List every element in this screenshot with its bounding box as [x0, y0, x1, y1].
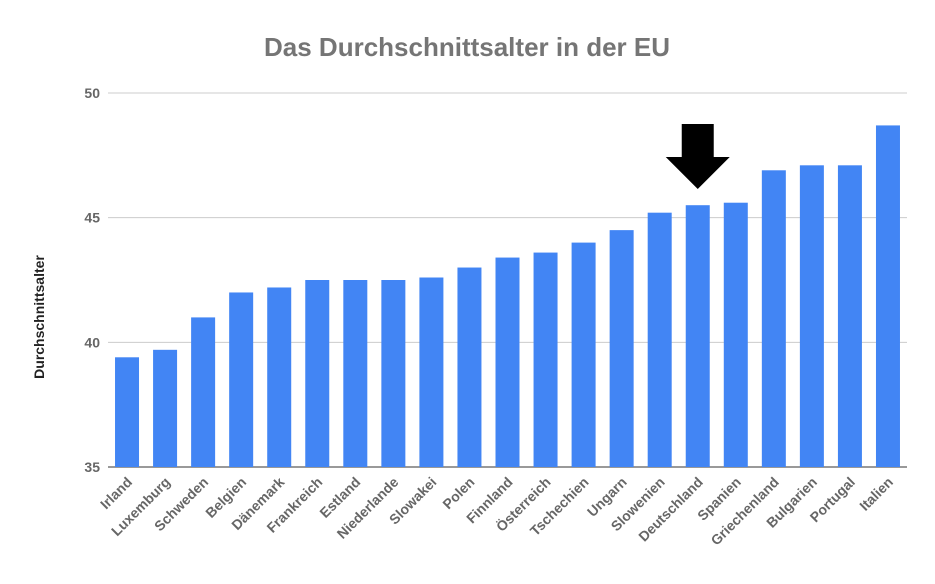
arrow-down-icon — [665, 124, 730, 189]
y-tick-label-40: 40 — [84, 334, 100, 350]
bar-niederlande — [381, 280, 406, 467]
bar-frankreich — [305, 280, 330, 467]
bar-polen — [457, 267, 482, 467]
x-tick-labels: IrlandLuxemburgSchwedenBelgienDänemarkFr… — [97, 474, 896, 549]
bar-schweden — [191, 317, 216, 467]
bar-estland — [343, 280, 368, 467]
chart-title: Das Durchschnittsalter in der EU — [264, 32, 670, 62]
bar-irland — [115, 357, 140, 467]
y-tick-label-35: 35 — [84, 459, 100, 475]
x-tick-label-italien: Italien — [856, 474, 896, 514]
bar-dänemark — [267, 287, 292, 467]
bar-italien — [875, 125, 900, 467]
y-tick-labels: 35 40 45 50 — [84, 85, 100, 475]
bar-deutschland — [685, 205, 710, 467]
bar-tschechien — [571, 242, 596, 467]
y-tick-label-45: 45 — [84, 210, 100, 226]
y-tick-label-50: 50 — [84, 85, 100, 101]
annotations — [665, 124, 730, 189]
bar-finnland — [495, 257, 520, 467]
bar-österreich — [533, 252, 558, 467]
bar-portugal — [837, 165, 862, 467]
bar-spanien — [723, 202, 748, 467]
bar-griechenland — [761, 170, 786, 467]
bar-slowakei — [419, 277, 444, 467]
bar-belgien — [229, 292, 254, 467]
bars — [115, 125, 900, 467]
bar-luxemburg — [153, 349, 178, 467]
bar-bulgarien — [799, 165, 824, 467]
bar-ungarn — [609, 230, 634, 467]
y-axis-label: Durchschnittsalter — [31, 255, 47, 379]
bar-slowenien — [647, 212, 672, 467]
